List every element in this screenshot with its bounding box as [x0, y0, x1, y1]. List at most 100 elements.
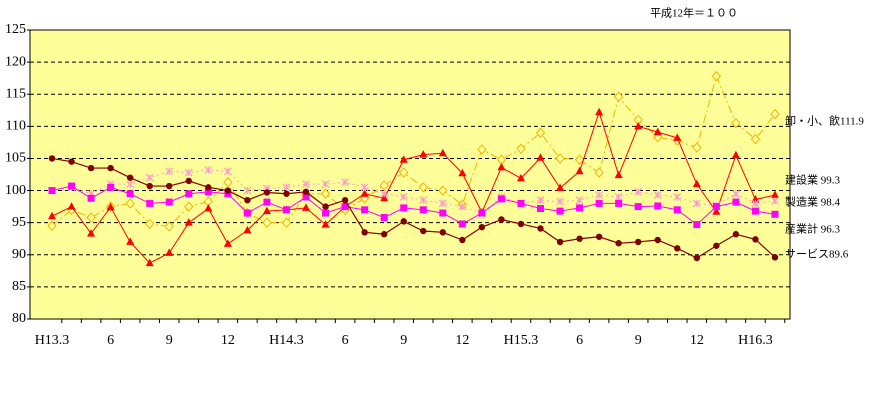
marker: [321, 180, 330, 189]
x-tick-label: 6: [342, 333, 349, 348]
marker: [68, 182, 76, 190]
marker: [223, 167, 232, 176]
marker: [497, 162, 506, 171]
marker: [458, 202, 467, 211]
marker: [674, 245, 681, 252]
marker: [752, 236, 759, 243]
x-tick-label: 9: [400, 333, 407, 348]
marker: [771, 254, 779, 261]
marker: [185, 177, 192, 185]
marker: [399, 167, 409, 178]
marker: [165, 248, 174, 256]
x-tick-label: H14.3: [269, 333, 304, 348]
x-tick-label: H16.3: [738, 333, 773, 348]
marker: [224, 190, 232, 198]
y-tick-label: 100: [5, 183, 26, 198]
marker: [477, 144, 487, 155]
y-tick-label: 90: [12, 247, 26, 262]
x-tick-label: 12: [690, 333, 704, 348]
marker: [712, 203, 720, 211]
marker: [322, 209, 330, 217]
marker: [86, 212, 96, 223]
marker: [106, 202, 115, 211]
marker: [438, 148, 447, 157]
x-tick-label: 12: [221, 333, 235, 348]
marker: [341, 178, 350, 187]
marker: [770, 190, 779, 199]
marker: [575, 196, 584, 205]
marker: [693, 221, 701, 229]
marker: [419, 206, 427, 214]
marker: [498, 216, 505, 223]
marker: [536, 153, 545, 161]
marker: [341, 203, 349, 211]
marker: [380, 214, 388, 222]
y-tick-label: 110: [6, 119, 26, 134]
marker: [653, 127, 662, 136]
marker: [731, 189, 740, 198]
marker: [243, 209, 251, 217]
marker: [615, 240, 622, 247]
marker: [516, 143, 526, 155]
marker: [145, 173, 154, 182]
marker: [399, 193, 408, 201]
series-line: [51, 110, 776, 264]
marker: [595, 233, 603, 240]
marker: [556, 197, 564, 206]
marker: [243, 225, 252, 234]
marker: [204, 166, 213, 174]
marker: [751, 199, 760, 208]
marker: [614, 170, 623, 179]
marker: [673, 193, 682, 201]
marker: [67, 202, 76, 210]
marker: [262, 217, 272, 228]
marker: [223, 239, 232, 247]
marker: [771, 196, 779, 205]
marker: [263, 189, 271, 196]
marker: [321, 220, 330, 228]
marker: [556, 183, 565, 191]
x-tick-label: H15.3: [504, 333, 539, 348]
marker: [146, 199, 154, 207]
marker: [751, 207, 759, 215]
marker: [458, 220, 466, 228]
marker: [439, 229, 446, 236]
marker: [126, 174, 134, 181]
marker: [478, 223, 486, 231]
marker: [48, 211, 56, 220]
marker: [438, 185, 448, 196]
marker: [732, 231, 740, 238]
series-line: [51, 169, 776, 214]
marker: [361, 206, 369, 214]
marker: [184, 168, 193, 177]
x-tick-label: 6: [107, 333, 114, 348]
marker: [322, 203, 329, 210]
marker: [360, 189, 369, 197]
series-label: 建設業 99.3: [785, 173, 840, 187]
marker: [126, 237, 135, 245]
marker: [419, 150, 428, 158]
marker: [418, 182, 428, 193]
marker: [731, 150, 740, 159]
y-tick-label: 125: [5, 22, 26, 37]
marker: [595, 191, 604, 199]
marker: [615, 199, 623, 207]
marker: [635, 238, 642, 246]
x-tick-label: 12: [455, 333, 469, 348]
marker: [556, 238, 564, 246]
series-label: サービス89.6: [785, 248, 849, 261]
marker: [126, 180, 135, 189]
marker: [281, 217, 292, 228]
y-tick-label: 95: [12, 215, 26, 230]
marker: [712, 207, 721, 215]
marker: [653, 131, 663, 143]
marker: [166, 182, 173, 190]
x-tick-label: H13.3: [35, 333, 70, 348]
series-label: 産業計 96.3: [785, 222, 840, 236]
marker: [126, 190, 134, 198]
series-label: 卸・小、飲111.9: [785, 114, 864, 128]
marker: [537, 205, 544, 213]
marker: [556, 207, 564, 215]
marker: [595, 199, 603, 207]
